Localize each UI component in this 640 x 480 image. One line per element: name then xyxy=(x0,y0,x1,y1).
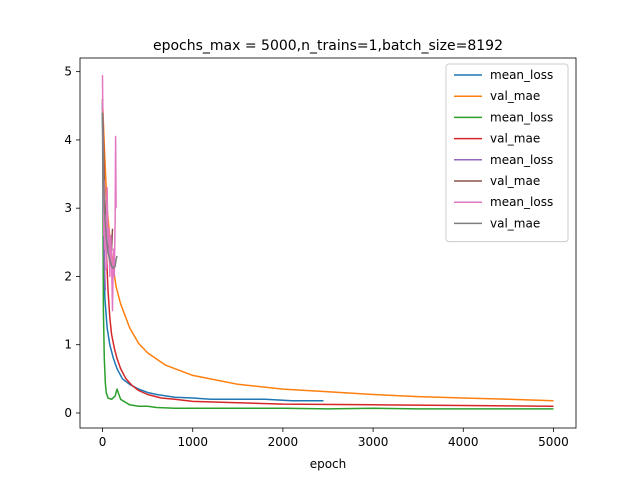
y-axis: 0 1 2 3 4 5 xyxy=(64,65,80,420)
series-line-4 xyxy=(101,105,554,407)
x-tick-label: 3000 xyxy=(358,435,389,449)
legend-label: mean_loss xyxy=(490,153,553,167)
legend-label: val_mae xyxy=(490,174,540,188)
legend-label: mean_loss xyxy=(490,110,553,124)
plot-lines xyxy=(101,75,554,410)
y-tick-label: 3 xyxy=(64,201,72,215)
x-tick-label: 4000 xyxy=(448,435,479,449)
y-tick-label: 4 xyxy=(64,133,72,147)
chart-title: epochs_max = 5000,n_trains=1,batch_size=… xyxy=(153,38,503,54)
y-tick-label: 2 xyxy=(64,269,72,283)
legend-label: val_mae xyxy=(490,89,540,103)
x-axis: 0 1000 2000 3000 4000 5000 xyxy=(99,428,569,449)
x-tick-label: 2000 xyxy=(268,435,299,449)
x-tick-label: 1000 xyxy=(177,435,208,449)
y-tick-label: 1 xyxy=(64,338,72,352)
legend-box xyxy=(445,63,569,243)
legend-label: val_mae xyxy=(490,216,540,230)
series-line-8 xyxy=(101,112,118,270)
x-axis-title: epoch xyxy=(310,457,347,471)
x-tick-label: 5000 xyxy=(538,435,569,449)
legend-label: mean_loss xyxy=(490,68,553,82)
legend-label: val_mae xyxy=(490,132,540,146)
legend-label: mean_loss xyxy=(490,195,553,209)
series-line-1 xyxy=(101,102,324,402)
plot-frame xyxy=(79,57,577,429)
series-line-7 xyxy=(101,75,117,312)
y-tick-label: 0 xyxy=(64,406,72,420)
x-tick-label: 0 xyxy=(99,435,107,449)
y-tick-label: 5 xyxy=(64,65,72,79)
legend: mean_loss val_mae mean_loss val_mae mean_los… xyxy=(445,63,569,243)
series-line-3 xyxy=(101,112,554,410)
